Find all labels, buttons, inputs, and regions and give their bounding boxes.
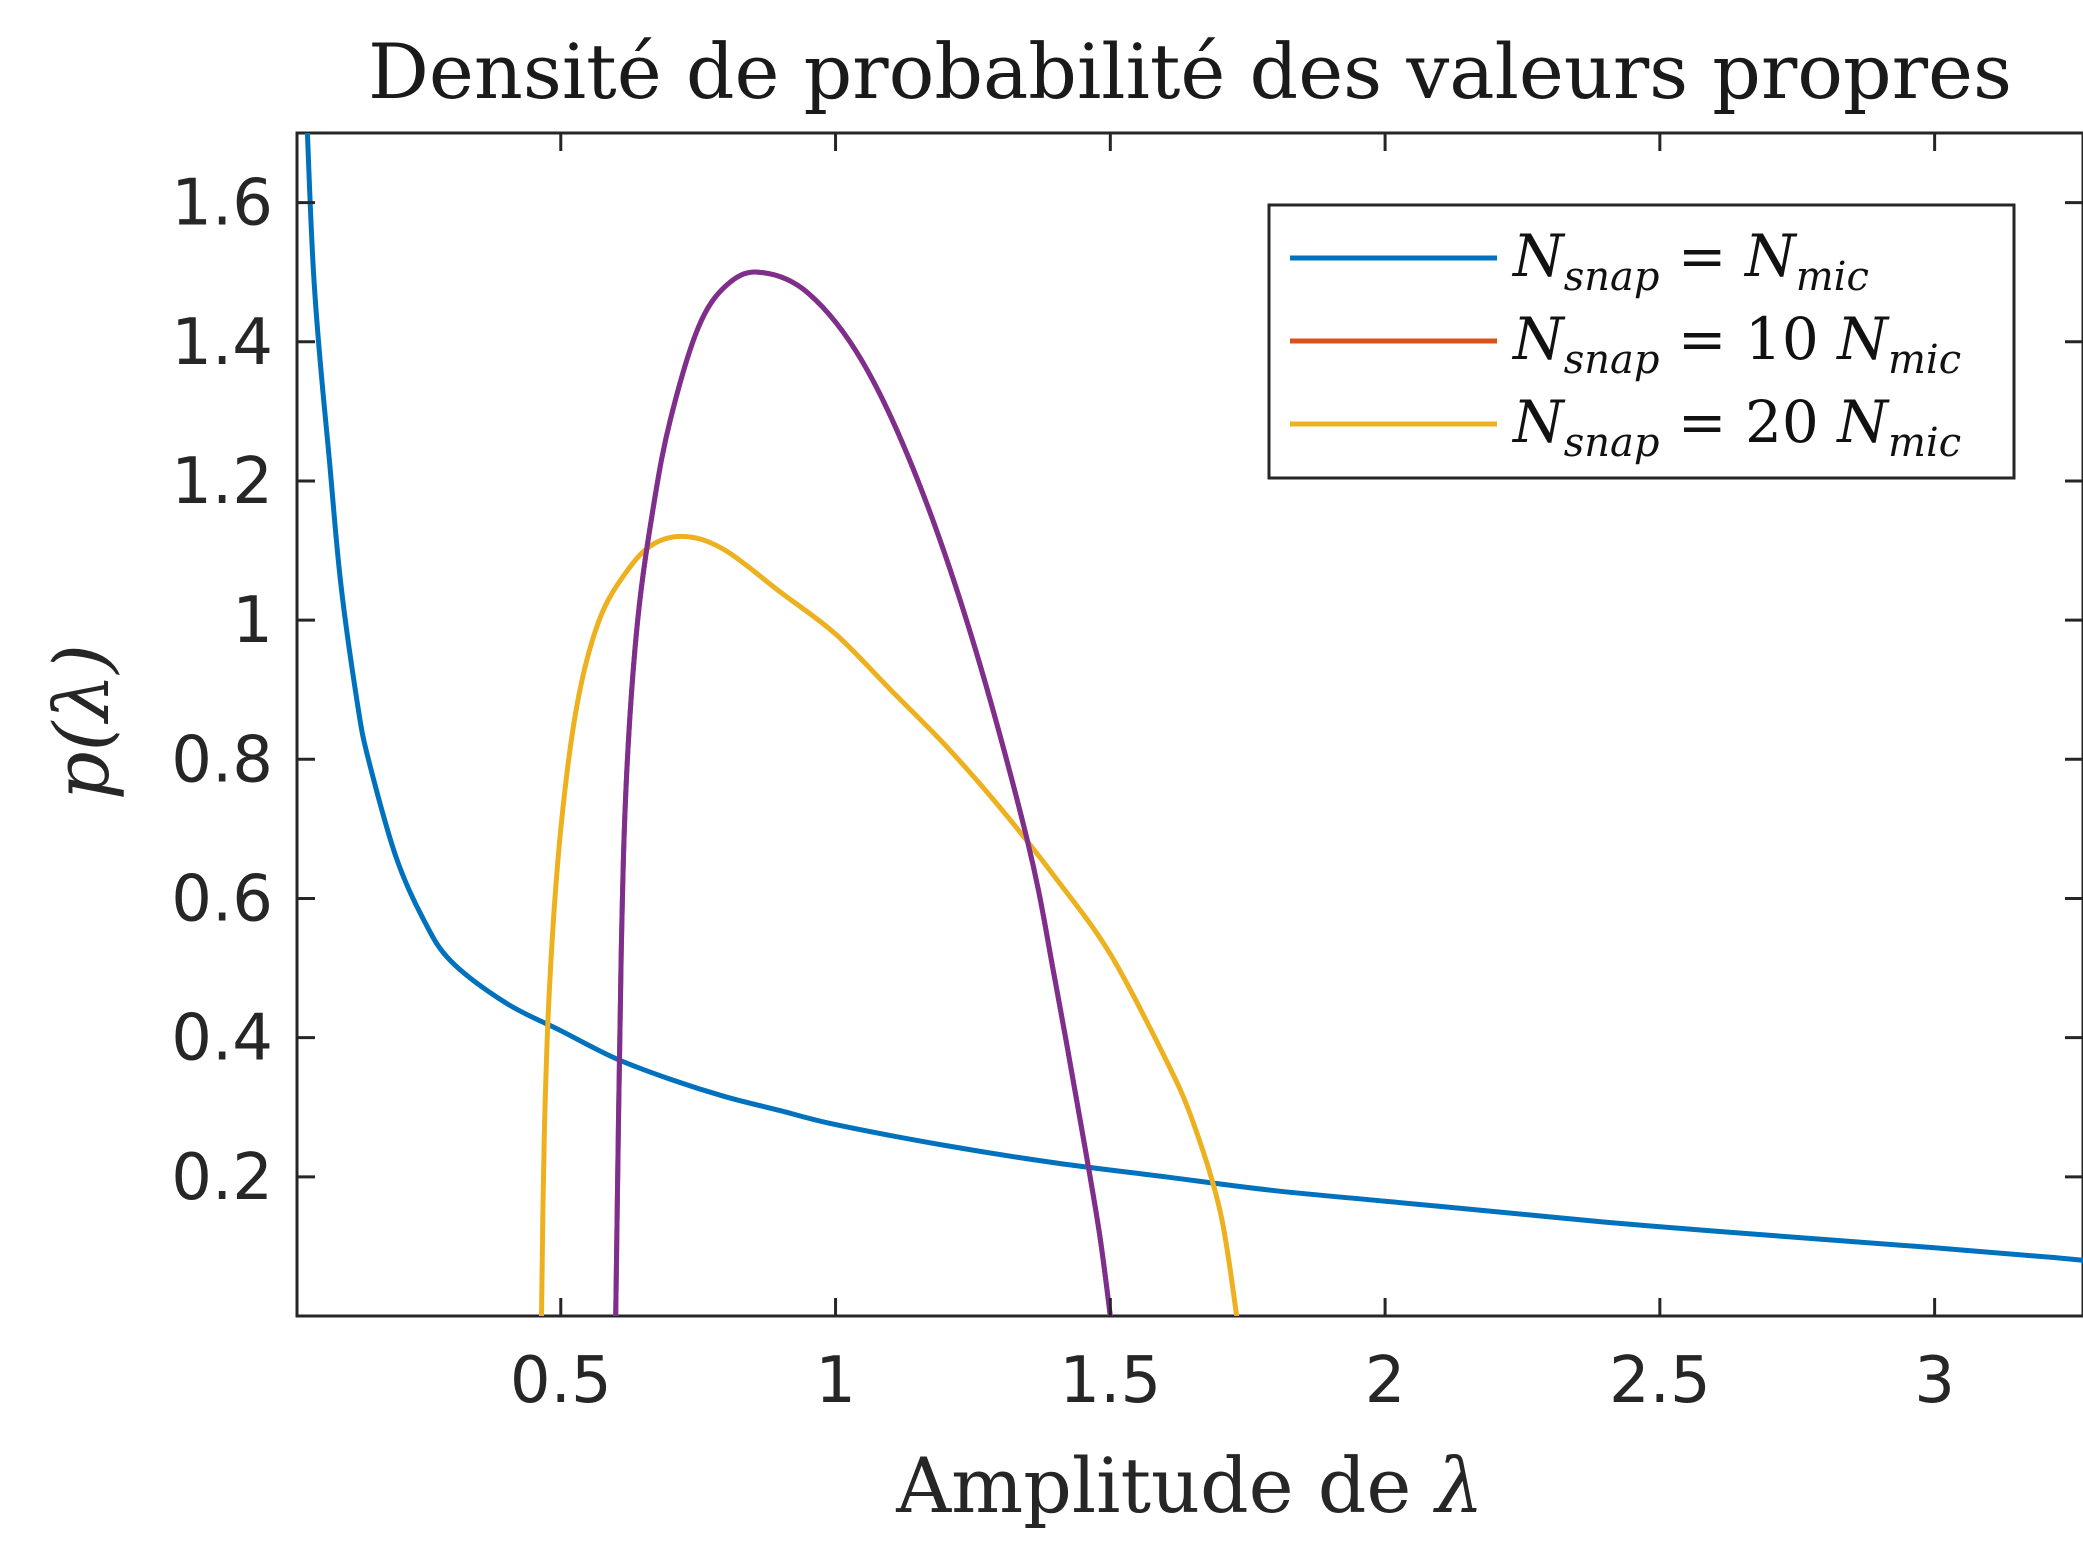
series-layer bbox=[304, 133, 2083, 1316]
series-line-4 bbox=[613, 269, 1113, 1316]
ticks-layer: 0.5 1 1.5 2 2.5 3 0.2 0.4 0.6 0.8 1 1.2 1.4 1.6 bbox=[171, 133, 2083, 1418]
series-line-1 bbox=[304, 133, 2083, 1263]
y-tick-label: 1.4 bbox=[171, 306, 273, 380]
x-axis-label-text: Amplitude de bbox=[895, 1441, 1435, 1530]
x-axis-label: Amplitude de λ bbox=[895, 1441, 1483, 1530]
x-tick-label: 2 bbox=[1365, 1344, 1406, 1418]
x-tick-label: 1 bbox=[815, 1344, 856, 1418]
chart-title: Densité de probabilité des valeurs propr… bbox=[368, 27, 2012, 116]
x-tick-label: 3 bbox=[1914, 1344, 1955, 1418]
series-line-3 bbox=[539, 533, 1240, 1316]
y-tick-label: 0.2 bbox=[171, 1141, 273, 1215]
legend-label-1: Nsnap = Nmic bbox=[1511, 222, 1869, 300]
y-tick-label: 0.6 bbox=[171, 862, 273, 936]
y-axis-label: p(λ) bbox=[37, 644, 126, 800]
y-tick-label: 1.2 bbox=[171, 445, 273, 519]
x-tick-label: 1.5 bbox=[1059, 1344, 1161, 1418]
legend-label-3: Nsnap = 20 Nmic bbox=[1511, 388, 1961, 466]
y-tick-label: 0.4 bbox=[171, 1002, 273, 1076]
y-tick-label: 1 bbox=[232, 584, 273, 658]
y-tick-label: 1.6 bbox=[171, 167, 273, 241]
y-tick-label: 0.8 bbox=[171, 723, 273, 797]
x-axis-label-symbol: λ bbox=[1433, 1441, 1484, 1530]
legend-label-2: Nsnap = 10 Nmic bbox=[1511, 305, 1961, 383]
x-tick-label: 0.5 bbox=[510, 1344, 612, 1418]
x-tick-label: 2.5 bbox=[1609, 1344, 1711, 1418]
